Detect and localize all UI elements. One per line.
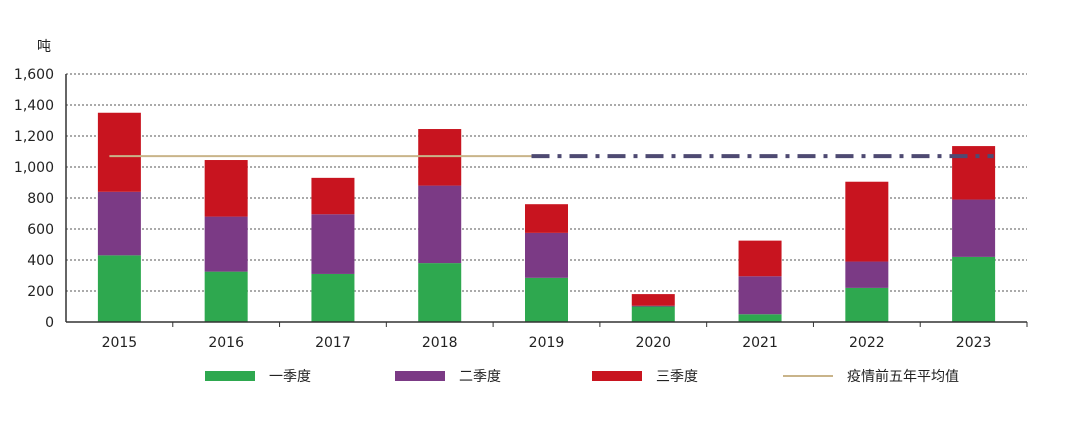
y-tick-label: 400 xyxy=(27,253,54,269)
bar-segment xyxy=(97,191,141,256)
bar-segment xyxy=(311,214,355,274)
bar-segment xyxy=(204,216,248,272)
x-axis-ticks: 2015 2016 2017 2018 2019 2020 2021 2022 2023 xyxy=(102,322,1028,351)
x-tick-label: 2019 xyxy=(529,335,565,351)
y-tick-label: 1,400 xyxy=(14,98,54,114)
legend-label: 疫情前五年平均值 xyxy=(847,368,959,385)
y-tick-label: 1,000 xyxy=(14,160,54,176)
x-tick-label: 2015 xyxy=(102,335,138,351)
y-tick-label: 0 xyxy=(45,315,54,331)
bar-segment xyxy=(952,199,996,257)
bar-segment xyxy=(525,204,568,233)
bar-segment xyxy=(525,232,568,278)
bar-segment xyxy=(845,181,889,262)
y-axis-ticks: 0 200 400 600 800 1,000 1,200 1,400 1,600 xyxy=(14,67,54,331)
x-tick-label: 2017 xyxy=(315,335,351,351)
y-tick-label: 600 xyxy=(27,222,54,238)
x-tick-label: 2022 xyxy=(849,335,885,351)
bar-segment xyxy=(204,271,248,322)
bar-segment xyxy=(738,240,782,277)
bar-segment xyxy=(952,146,996,200)
bar-segment xyxy=(631,305,675,307)
bar-segment xyxy=(204,160,248,217)
bar-segment xyxy=(525,277,568,322)
bar-segment xyxy=(311,273,355,322)
bar-segment xyxy=(418,185,462,264)
y-tick-label: 1,600 xyxy=(14,67,54,83)
y-axis-unit-label: 吨 xyxy=(37,39,51,55)
bar-segment xyxy=(631,294,675,306)
bar-segment xyxy=(952,256,996,322)
bar-segment xyxy=(97,255,141,322)
legend-swatch xyxy=(592,371,642,381)
bar-segment xyxy=(418,129,462,186)
bar-segment xyxy=(738,314,782,322)
legend-label: 三季度 xyxy=(656,369,698,385)
y-tick-label: 800 xyxy=(27,191,54,207)
x-tick-label: 2021 xyxy=(742,335,778,351)
bar-segment xyxy=(631,306,675,322)
bar-segment xyxy=(845,287,889,322)
y-tick-label: 1,200 xyxy=(14,129,54,145)
x-tick-label: 2018 xyxy=(422,335,458,351)
legend-label: 二季度 xyxy=(459,369,501,385)
legend: 一季度 二季度 三季度 疫情前五年平均值 xyxy=(205,368,959,385)
bar-segment xyxy=(845,261,889,288)
x-tick-label: 2016 xyxy=(208,335,244,351)
legend-label: 一季度 xyxy=(269,369,311,385)
x-tick-label: 2023 xyxy=(956,335,992,351)
legend-swatch xyxy=(205,371,255,381)
bars xyxy=(97,112,996,322)
bar-segment xyxy=(311,177,355,215)
bar-segment xyxy=(97,112,141,192)
x-tick-label: 2020 xyxy=(635,335,671,351)
bar-segment xyxy=(738,276,782,315)
y-tick-label: 200 xyxy=(27,284,54,300)
bar-segment xyxy=(418,263,462,322)
legend-swatch xyxy=(395,371,445,381)
